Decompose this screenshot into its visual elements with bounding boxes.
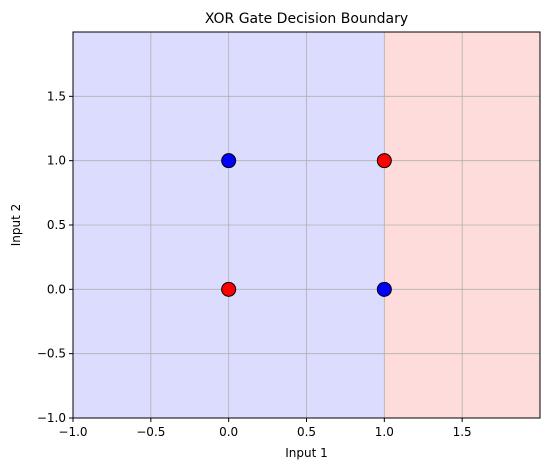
x-tick-label-0: −1.0 [58, 425, 87, 439]
x-tick-label-4: 1.0 [375, 425, 394, 439]
y-tick-label-0: −1.0 [37, 411, 66, 425]
chart-title: XOR Gate Decision Boundary [205, 11, 408, 27]
x-tick-label-2: 0.0 [219, 425, 238, 439]
y-tick-label-1: −0.5 [37, 347, 66, 361]
x-axis-label: Input 1 [285, 446, 328, 460]
y-axis-label: Input 2 [9, 204, 23, 247]
y-tick-label-5: 1.5 [47, 89, 66, 103]
y-tick-label-3: 0.5 [47, 218, 66, 232]
x-tick-label-3: 0.5 [297, 425, 316, 439]
x-axis-ticks: −1.0 −0.5 0.0 0.5 1.0 1.5 [58, 418, 472, 439]
data-points [221, 153, 392, 297]
x-tick-label-1: −0.5 [136, 425, 165, 439]
data-point-3 [376, 153, 392, 169]
x-tick-label-5: 1.5 [453, 425, 472, 439]
data-point-2 [376, 281, 392, 297]
y-axis-ticks: −1.0 −0.5 0.0 0.5 1.0 1.5 [37, 89, 73, 425]
data-point-0 [221, 281, 237, 297]
y-tick-label-4: 1.0 [47, 154, 66, 168]
data-point-1 [221, 153, 237, 169]
y-tick-label-2: 0.0 [47, 282, 66, 296]
